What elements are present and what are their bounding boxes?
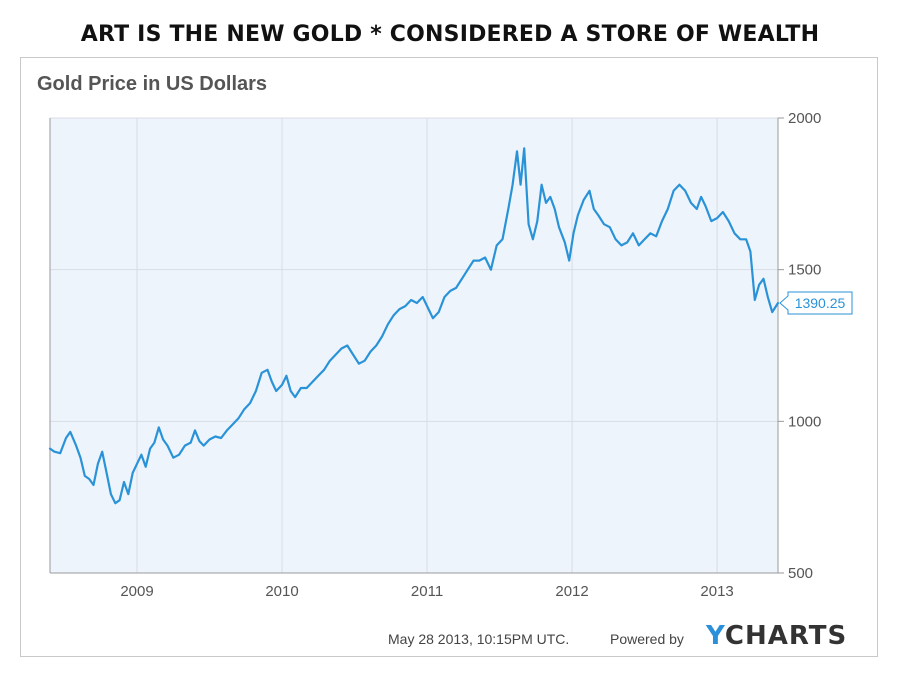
powered-by-text: Powered by (610, 631, 684, 647)
x-tick-label: 2011 (411, 583, 443, 600)
chart-title: Gold Price in US Dollars (37, 73, 268, 95)
y-tick-labels: 2000 1500 1000 500 (788, 110, 821, 582)
headline: ART IS THE NEW GOLD * CONSIDERED A STORE… (80, 22, 820, 47)
y-tick-label: 1000 (788, 413, 821, 430)
last-value-callout: 1390.25 (779, 291, 853, 315)
timestamp: May 28 2013, 10:15PM UTC. (388, 631, 570, 647)
y-tick-label: 1500 (788, 262, 821, 279)
x-tick-label: 2013 (700, 583, 733, 600)
ycharts-logo-y: Y (706, 621, 725, 651)
y-tick-label: 2000 (788, 110, 821, 127)
x-tick-label: 2009 (120, 583, 153, 600)
y-tick-label: 500 (788, 565, 813, 582)
axes (49, 117, 784, 574)
last-value-box (779, 291, 853, 315)
last-value-label: 1390.25 (795, 295, 846, 311)
ycharts-logo-text: CHARTS (724, 621, 848, 651)
x-tick-label: 2010 (265, 583, 298, 600)
ycharts-logo[interactable]: YCHARTS (706, 621, 847, 651)
series-group (48, 147, 780, 505)
plot-area (50, 118, 778, 573)
x-tick-labels: 2009 2010 2011 2012 2013 (120, 583, 733, 600)
x-tick-label: 2012 (555, 583, 588, 600)
series-line (48, 147, 780, 505)
